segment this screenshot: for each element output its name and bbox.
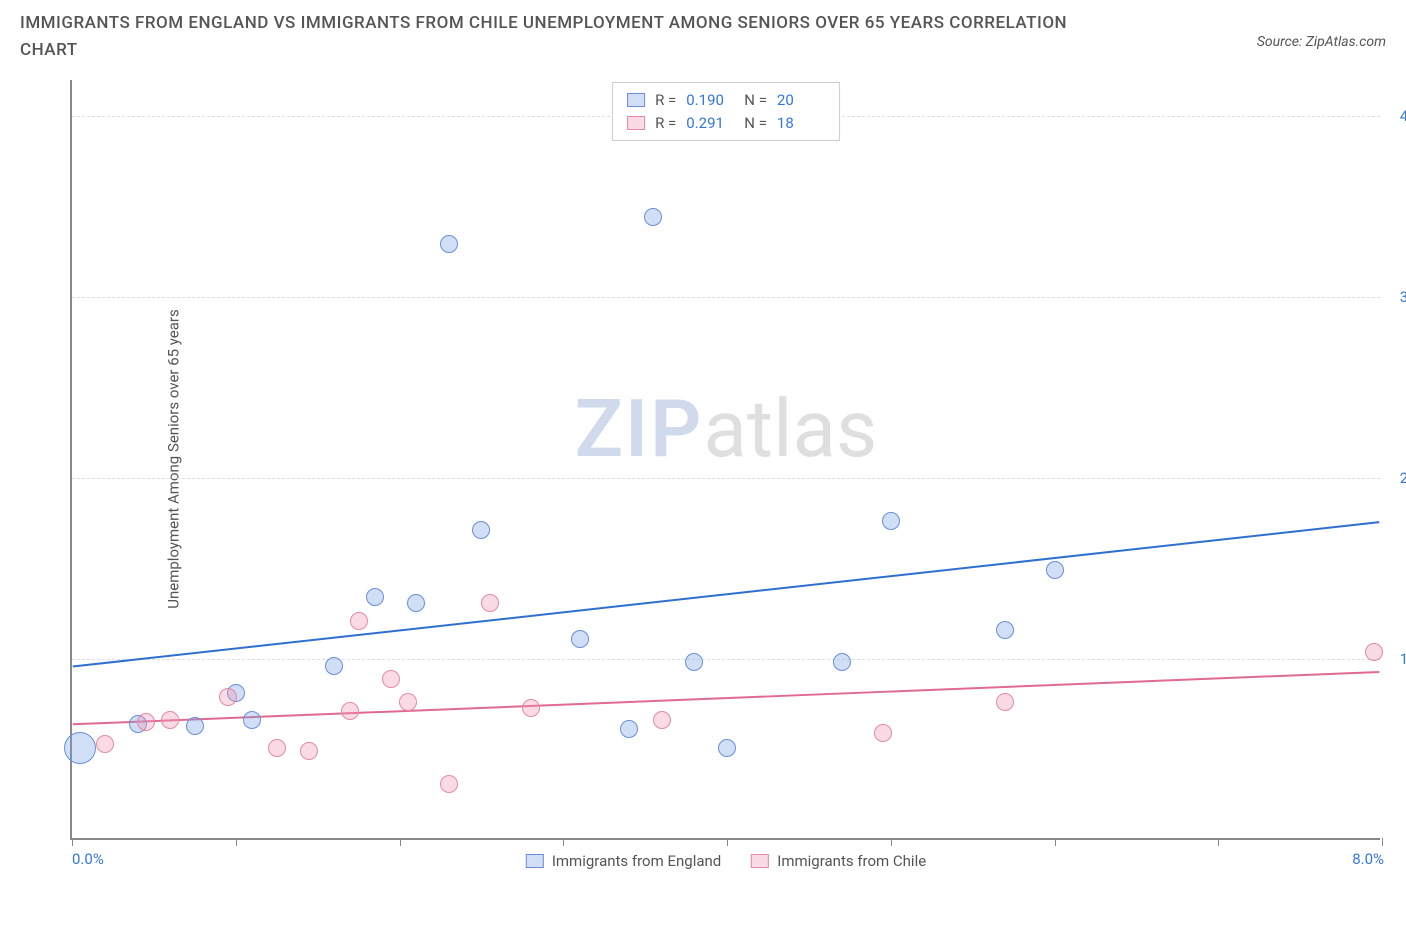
scatter-point <box>268 739 286 757</box>
x-tick <box>1055 838 1056 846</box>
scatter-point <box>137 713 155 731</box>
scatter-point <box>366 588 384 606</box>
trend-line <box>73 522 1380 666</box>
scatter-point <box>882 512 900 530</box>
scatter-point <box>382 670 400 688</box>
legend-stats-row: R = 0.291 N = 18 <box>627 112 825 135</box>
legend-r-value: 0.291 <box>686 112 734 135</box>
legend-stats-box: R = 0.190 N = 20 R = 0.291 N = 18 <box>612 82 840 141</box>
legend-n-value: 18 <box>777 112 825 135</box>
x-tick <box>727 838 728 846</box>
scatter-point <box>440 775 458 793</box>
y-tick-label: 40.0% <box>1400 107 1406 125</box>
y-axis-title: Unemployment Among Seniors over 65 years <box>165 309 183 608</box>
x-tick <box>236 838 237 846</box>
scatter-point <box>522 699 540 717</box>
x-tick <box>400 838 401 846</box>
legend-r-value: 0.190 <box>686 89 734 112</box>
scatter-point <box>341 702 359 720</box>
chart-title: IMMIGRANTS FROM ENGLAND VS IMMIGRANTS FR… <box>20 10 1120 64</box>
scatter-point <box>325 657 343 675</box>
scatter-point <box>472 521 490 539</box>
legend-swatch <box>627 93 645 107</box>
bottom-legend-label: Immigrants from England <box>552 852 721 870</box>
watermark-part1: ZIP <box>575 382 704 476</box>
legend-r-label: R = <box>655 89 676 112</box>
x-tick <box>891 838 892 846</box>
scatter-point <box>874 724 892 742</box>
y-tick-label: 20.0% <box>1400 469 1406 487</box>
scatter-point <box>718 739 736 757</box>
scatter-point <box>685 653 703 671</box>
watermark-part2: atlas <box>703 382 877 476</box>
scatter-point <box>996 693 1014 711</box>
scatter-point <box>219 688 237 706</box>
scatter-point <box>620 720 638 738</box>
scatter-point <box>161 711 179 729</box>
scatter-point <box>350 612 368 630</box>
scatter-point <box>644 208 662 226</box>
header-row: IMMIGRANTS FROM ENGLAND VS IMMIGRANTS FR… <box>0 0 1406 64</box>
trend-lines <box>72 80 1380 838</box>
scatter-point <box>300 742 318 760</box>
source-label: Source: ZipAtlas.com <box>1257 34 1386 50</box>
legend-n-label: N = <box>744 112 767 135</box>
scatter-point <box>186 717 204 735</box>
x-tick <box>1382 838 1383 846</box>
scatter-point <box>440 235 458 253</box>
scatter-point <box>243 711 261 729</box>
scatter-point <box>96 735 114 753</box>
gridline <box>72 478 1380 479</box>
bottom-legend-item: Immigrants from Chile <box>751 852 926 870</box>
scatter-point <box>1046 561 1064 579</box>
x-tick-label-max: 8.0% <box>1352 850 1384 868</box>
scatter-point <box>996 621 1014 639</box>
scatter-point <box>653 711 671 729</box>
scatter-point <box>481 594 499 612</box>
legend-n-label: N = <box>744 89 767 112</box>
scatter-point <box>407 594 425 612</box>
scatter-point <box>64 732 96 764</box>
trend-line <box>73 672 1380 724</box>
scatter-point <box>571 630 589 648</box>
bottom-legend: Immigrants from England Immigrants from C… <box>526 852 926 870</box>
scatter-point <box>1365 643 1383 661</box>
legend-swatch <box>526 854 544 868</box>
plot-area: Unemployment Among Seniors over 65 years… <box>70 80 1380 840</box>
gridline <box>72 297 1380 298</box>
y-tick-label: 10.0% <box>1400 650 1406 668</box>
legend-swatch <box>751 854 769 868</box>
legend-swatch <box>627 116 645 130</box>
bottom-legend-label: Immigrants from Chile <box>777 852 926 870</box>
legend-stats-row: R = 0.190 N = 20 <box>627 89 825 112</box>
legend-n-value: 20 <box>777 89 825 112</box>
scatter-point <box>399 693 417 711</box>
x-tick <box>1218 838 1219 846</box>
y-tick-label: 30.0% <box>1400 288 1406 306</box>
bottom-legend-item: Immigrants from England <box>526 852 721 870</box>
gridline <box>72 659 1380 660</box>
watermark: ZIPatlas <box>575 382 878 476</box>
x-tick <box>72 838 73 846</box>
legend-r-label: R = <box>655 112 676 135</box>
scatter-point <box>833 653 851 671</box>
x-tick <box>563 838 564 846</box>
x-tick-label-min: 0.0% <box>72 850 104 868</box>
